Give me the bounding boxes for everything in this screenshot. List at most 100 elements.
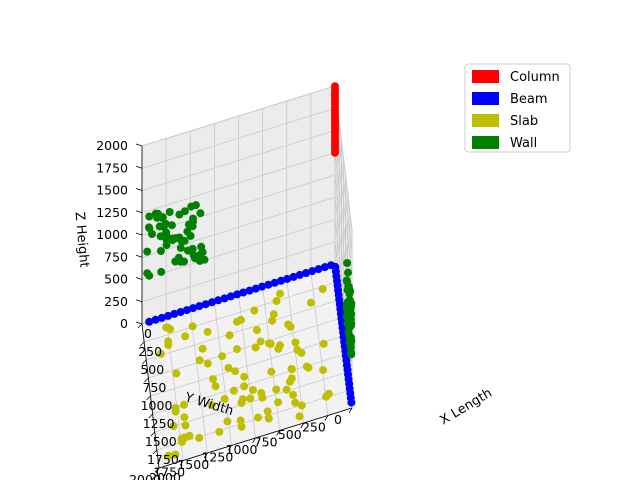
point-wall <box>347 350 356 359</box>
point-slab <box>264 414 273 423</box>
point-slab <box>215 427 224 436</box>
z-tick-label: 0 <box>120 316 128 331</box>
point-slab <box>218 352 227 361</box>
point-wall <box>167 221 176 230</box>
point-wall <box>145 212 154 221</box>
legend-label-slab: Slab <box>510 114 538 129</box>
point-wall <box>145 223 153 232</box>
point-wall <box>162 241 171 250</box>
point-slab <box>231 367 240 376</box>
point-slab <box>237 422 246 431</box>
point-wall <box>347 310 356 318</box>
point-slab <box>181 332 190 341</box>
z-tick <box>135 165 143 169</box>
point-slab <box>157 349 165 358</box>
point-slab <box>181 421 190 430</box>
point-wall <box>157 267 166 276</box>
point-slab <box>233 317 241 326</box>
point-slab <box>246 394 255 403</box>
x-tick-label: 2000 <box>149 470 181 480</box>
point-slab <box>164 451 173 460</box>
x-tick-label: 1750 <box>147 452 179 467</box>
point-slab <box>240 382 249 391</box>
point-wall <box>143 247 152 256</box>
y-tick <box>228 445 232 451</box>
point-wall <box>176 243 185 252</box>
point-beam <box>176 308 185 316</box>
x-tick <box>146 395 151 401</box>
point-slab <box>166 325 175 334</box>
point-slab <box>169 422 178 431</box>
point-slab <box>240 372 249 381</box>
point-wall <box>347 319 356 328</box>
point-slab <box>319 339 328 348</box>
x-tick <box>150 431 156 437</box>
z-tick-label: 2000 <box>96 138 128 153</box>
x-tick-label: 1000 <box>141 398 173 413</box>
x-tick-label: 750 <box>142 380 166 395</box>
point-slab <box>180 413 189 422</box>
z-tick <box>135 143 143 147</box>
point-slab <box>254 413 262 422</box>
point-beam <box>208 298 216 307</box>
point-slab <box>274 398 283 407</box>
x-tick <box>137 323 143 329</box>
point-slab <box>229 386 238 395</box>
y-tick <box>324 415 329 421</box>
point-beam <box>295 270 304 279</box>
point-slab <box>172 369 181 378</box>
legend-swatch-column <box>472 70 499 83</box>
y-tick <box>252 437 256 444</box>
point-slab <box>236 416 245 425</box>
z-tick <box>135 321 143 325</box>
x-tick-label: 0 <box>144 326 152 341</box>
point-beam <box>270 278 279 287</box>
point-wall <box>187 202 196 211</box>
legend-swatch-beam <box>472 92 499 105</box>
z-tick-label: 250 <box>104 294 128 309</box>
point-slab <box>274 344 283 353</box>
z-tick <box>135 232 143 236</box>
point-wall <box>175 210 184 219</box>
point-slab <box>225 331 234 340</box>
point-slab <box>285 377 294 386</box>
point-slab <box>256 337 265 346</box>
point-slab <box>252 326 261 335</box>
y-tick <box>300 422 305 429</box>
y-tick-label: 1000 <box>226 442 258 457</box>
point-slab <box>268 316 277 325</box>
point-slab <box>195 433 204 442</box>
point-beam <box>195 302 204 311</box>
point-wall <box>156 232 165 241</box>
point-wall <box>155 222 164 231</box>
point-slab <box>198 344 207 353</box>
point-wall <box>171 257 180 266</box>
point-beam <box>233 290 242 299</box>
x-tick <box>141 359 147 365</box>
point-slab <box>250 306 259 315</box>
point-beam <box>251 284 260 293</box>
point-slab <box>263 407 272 416</box>
point-beam <box>314 265 323 274</box>
point-beam <box>289 272 298 281</box>
y-tick-label: 2000 <box>129 472 161 480</box>
point-beam <box>239 288 248 297</box>
x-axis-label: X Length <box>438 386 495 429</box>
point-beam <box>308 267 317 276</box>
point-beam <box>277 276 285 285</box>
y-tick-label: 1750 <box>153 465 185 480</box>
point-wall <box>165 208 174 216</box>
x-tick-label: 500 <box>140 362 164 377</box>
point-slab <box>258 393 267 402</box>
point-beam <box>201 300 210 309</box>
y-tick-label: 250 <box>302 420 326 435</box>
point-slab <box>233 345 241 354</box>
y-tick <box>179 460 184 466</box>
point-beam <box>302 269 311 277</box>
x-tick <box>152 449 158 455</box>
point-beam <box>245 286 254 295</box>
point-slab <box>304 363 313 372</box>
x-tick <box>144 377 149 383</box>
point-slab <box>249 386 257 394</box>
